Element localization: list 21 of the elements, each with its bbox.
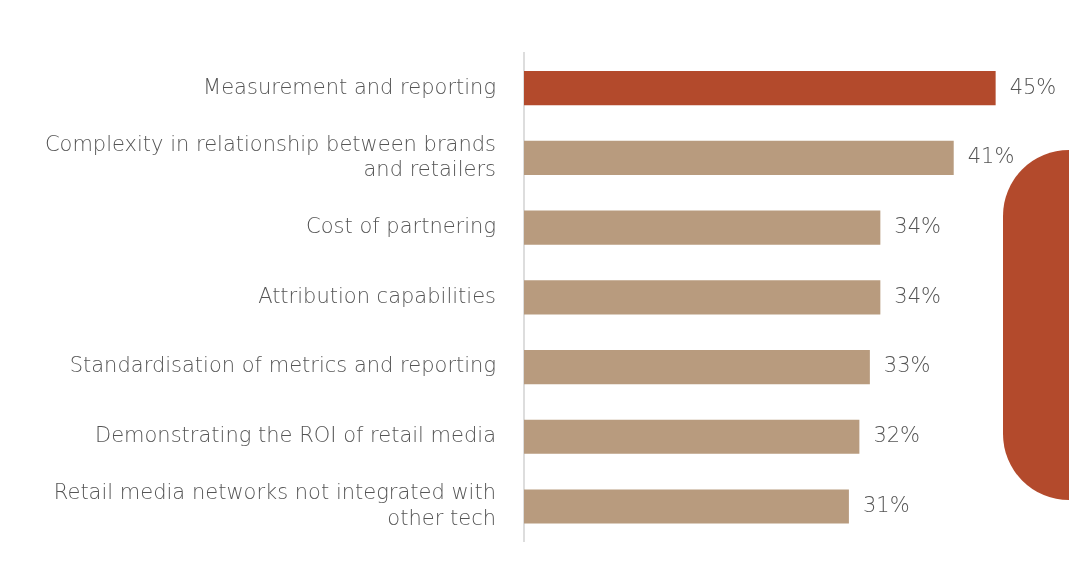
bar xyxy=(524,419,860,454)
bar xyxy=(524,280,881,315)
data-label: 32% xyxy=(873,423,921,448)
y-tick-label: Demonstrating the ROI of retail media xyxy=(94,423,496,448)
y-tick-label: Cost of partnering xyxy=(306,214,496,239)
data-label: 33% xyxy=(883,353,931,378)
data-label: 34% xyxy=(894,214,942,239)
y-tick-label: Retail media networks not integrated with other tech xyxy=(53,480,496,530)
bar xyxy=(524,70,996,106)
data-label: 34% xyxy=(894,283,942,308)
bar xyxy=(524,140,954,175)
bar xyxy=(524,349,870,385)
bar xyxy=(524,210,881,245)
data-label: 31% xyxy=(862,492,910,517)
y-tick-label: Standardisation of metrics and reporting xyxy=(69,353,496,378)
y-tick-label: Measurement and reporting xyxy=(203,74,496,99)
y-tick-label: Attribution capabilities xyxy=(258,283,496,308)
bar xyxy=(524,489,849,524)
y-tick-label: Complexity in relationship between brands and retailers xyxy=(44,131,496,181)
data-label: 45% xyxy=(1009,74,1057,99)
data-label: 41% xyxy=(967,144,1015,169)
